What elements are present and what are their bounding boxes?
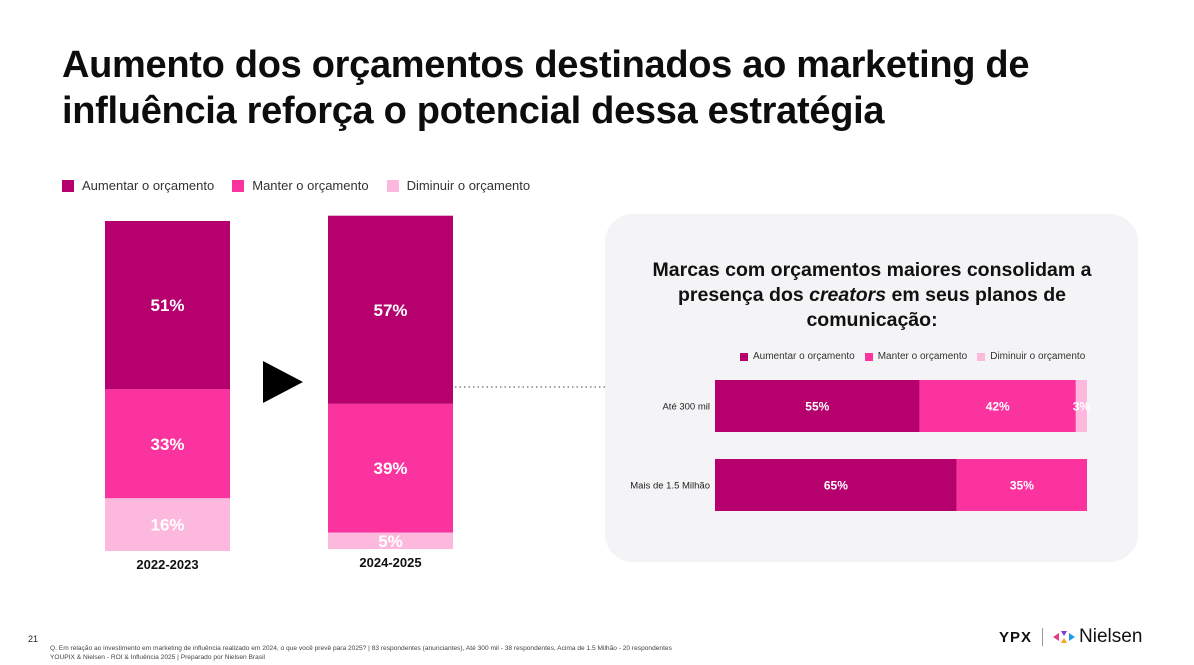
y-tick-at-300-mil: Até 300 mil xyxy=(662,402,710,413)
horizontal-bar-chart: 55% 42% 3% Até 300 mil 65% 35% Mais de 1.5 Mil… xyxy=(630,380,1091,511)
legend-swatch-manter xyxy=(232,179,245,192)
bar-2022-2023-aumentar-o-or-amento-label: 51% xyxy=(150,296,184,315)
hbar-at-300-mil-aumentar-o-or-amento xyxy=(715,380,920,432)
panel-legend: Aumentar o orçamento Manter o orçamento … xyxy=(740,351,1085,362)
panel-legend-swatch-aumentar xyxy=(740,352,748,361)
legend-label-diminuir: Diminuir o orçamento xyxy=(406,178,531,193)
hbar-at-300-mil-aumentar-o-or-amento-label: 55% xyxy=(805,400,829,414)
nielsen-logo-text: Nielsen xyxy=(1079,626,1143,647)
page-number: 21 xyxy=(28,634,39,644)
footnote: Q. Em relação ao investimento em marketi… xyxy=(50,645,950,662)
panel-legend-label-manter: Manter o orçamento xyxy=(877,351,968,362)
hbar-at-300-mil-diminuir-o-or-amento xyxy=(1075,380,1087,432)
panel-title-line-3: comunicação: xyxy=(806,309,938,331)
bar-2022-2023-aumentar-o-or-amento xyxy=(105,221,230,390)
play-arrow-icon xyxy=(263,361,303,403)
ypx-logo: YPX xyxy=(999,628,1033,646)
bar-2022-2023-diminuir-o-or-amento xyxy=(105,498,230,551)
legend-label-manter: Manter o orçamento xyxy=(252,178,369,193)
legend-item-aumentar: Aumentar o orçamento xyxy=(62,178,214,193)
footnote-question: Q. Em relação ao investimento em marketi… xyxy=(50,645,672,652)
panel-legend-swatch-manter xyxy=(864,352,873,361)
bar-2024-2025-diminuir-o-or-amento xyxy=(328,532,453,549)
footnote-source: YOUPIX & Nielsen - ROI & Influência 2025… xyxy=(50,653,266,661)
hbar-mais-de-1-5-milh-o-aumentar-o-or-amento-label: 65% xyxy=(824,479,848,493)
panel-legend-label-aumentar: Aumentar o orçamento xyxy=(753,351,855,362)
stacked-bar-chart: 16% 33% 51% 2022-2023 5% 39% 57% 2024-2025 xyxy=(105,215,605,572)
x-tick-2022-2023: 2022-2023 xyxy=(136,557,198,572)
hbar-mais-de-1-5-milh-o-manter-o-or-amento xyxy=(956,459,1087,511)
title-line-1: Aumento dos orçamentos destinados ao mar… xyxy=(62,44,1030,86)
nielsen-mark-icon xyxy=(1053,631,1076,643)
footer-logos: YPX Nielsen xyxy=(999,626,1142,648)
bar-2022-2023-diminuir-o-or-amento-label: 16% xyxy=(150,516,184,535)
title-line-2: influência reforça o potencial dessa est… xyxy=(62,90,885,132)
main-legend: Aumentar o orçamento Manter o orçamento … xyxy=(62,178,530,193)
bar-2024-2025-aumentar-o-or-amento-label: 57% xyxy=(373,301,407,320)
y-tick-mais-de-1-5-milh-o: Mais de 1.5 Milhão xyxy=(630,481,710,492)
legend-swatch-aumentar xyxy=(62,179,74,192)
bar-2024-2025-manter-o-or-amento xyxy=(328,403,453,533)
panel-title-line-1: Marcas com orçamentos maiores consolidam… xyxy=(652,259,1092,281)
panel-legend-swatch-diminuir xyxy=(977,352,986,361)
legend-item-manter: Manter o orçamento xyxy=(232,178,369,193)
bar-2022-2023-manter-o-or-amento xyxy=(105,389,230,499)
panel-legend-item-diminuir: Diminuir o orçamento xyxy=(977,351,1085,362)
legend-label-aumentar: Aumentar o orçamento xyxy=(82,178,215,193)
bar-2022-2023-manter-o-or-amento-label: 33% xyxy=(150,435,184,454)
legend-swatch-diminuir xyxy=(386,179,399,192)
bar-2024-2025-aumentar-o-or-amento xyxy=(328,215,453,404)
hbar-mais-de-1-5-milh-o-aumentar-o-or-amento xyxy=(715,459,957,511)
panel-title-emphasis: creators xyxy=(809,284,887,306)
page-title: Aumento dos orçamentos destinados ao mar… xyxy=(62,42,1142,134)
panel-title: Marcas com orçamentos maiores consolidam… xyxy=(612,258,1132,333)
hbar-at-300-mil-manter-o-or-amento-label: 42% xyxy=(986,400,1010,414)
x-tick-2024-2025: 2024-2025 xyxy=(359,555,421,570)
nielsen-logo: Nielsen xyxy=(1053,626,1142,648)
hbar-at-300-mil-manter-o-or-amento xyxy=(919,380,1076,432)
bar-2024-2025-diminuir-o-or-amento-label: 5% xyxy=(378,532,403,551)
bar-2024-2025-manter-o-or-amento-label: 39% xyxy=(373,459,407,478)
hbar-at-300-mil-diminuir-o-or-amento-label: 3% xyxy=(1073,400,1091,414)
panel-legend-label-diminuir: Diminuir o orçamento xyxy=(990,351,1086,362)
panel-title-post: em seus planos de xyxy=(886,284,1067,306)
panel-legend-item-manter: Manter o orçamento xyxy=(864,351,968,362)
logo-divider xyxy=(1042,628,1044,646)
hbar-mais-de-1-5-milh-o-manter-o-or-amento-label: 35% xyxy=(1010,479,1034,493)
legend-item-diminuir: Diminuir o orçamento xyxy=(386,178,531,193)
panel-title-pre: presença dos xyxy=(677,284,810,306)
panel-legend-item-aumentar: Aumentar o orçamento xyxy=(740,351,855,362)
